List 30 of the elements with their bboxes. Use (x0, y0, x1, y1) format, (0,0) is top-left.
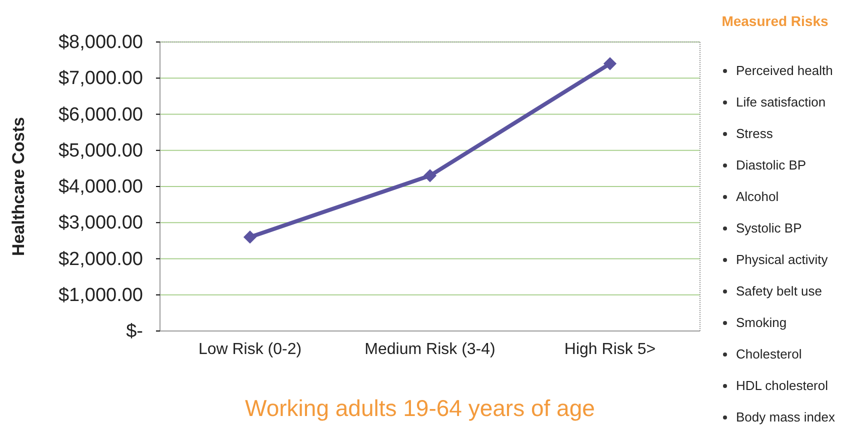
text: HDL cholesterol (736, 378, 828, 393)
y-tick-label: $3,000.00 (58, 212, 143, 234)
text: Stress (736, 126, 774, 141)
text: Safety belt use (736, 284, 822, 298)
text: Physical activity (736, 252, 828, 267)
x-tick-label: Low Risk (0-2) (198, 341, 302, 358)
y-tick-label: $6,000.00 (58, 104, 143, 126)
point (603, 57, 617, 70)
y-tick-label: $1,000.00 (58, 284, 143, 306)
y-tick-label: $- (126, 321, 143, 342)
text: Smoking (736, 315, 787, 330)
x-tick-label: Medium Risk (3-4) (364, 341, 496, 358)
point (423, 169, 437, 182)
text: Life satisfaction (736, 94, 826, 110)
text: Cholesterol (736, 346, 802, 362)
text: Diastolic BP (736, 158, 806, 172)
point (243, 230, 257, 244)
y-tick-label: $5,000.00 (58, 140, 143, 162)
y-tick-label: $2,000.00 (58, 248, 143, 270)
text: Body mass index (736, 410, 836, 424)
y-tick-label: $4,000.00 (58, 176, 143, 198)
x-axis-title: Working adults 19-64 years of age (245, 395, 595, 421)
x-tick-label: High Risk 5> (564, 341, 656, 358)
y-tick-label: $8,000.00 (58, 32, 143, 54)
y-axis-title: Healthcare Costs (9, 117, 28, 256)
y-tick-label: $7,000.00 (58, 68, 143, 90)
text: Measured Risks (722, 13, 829, 29)
text: Systolic BP (736, 220, 802, 236)
text: Perceived health (736, 63, 833, 78)
text: Alcohol (736, 189, 779, 204)
